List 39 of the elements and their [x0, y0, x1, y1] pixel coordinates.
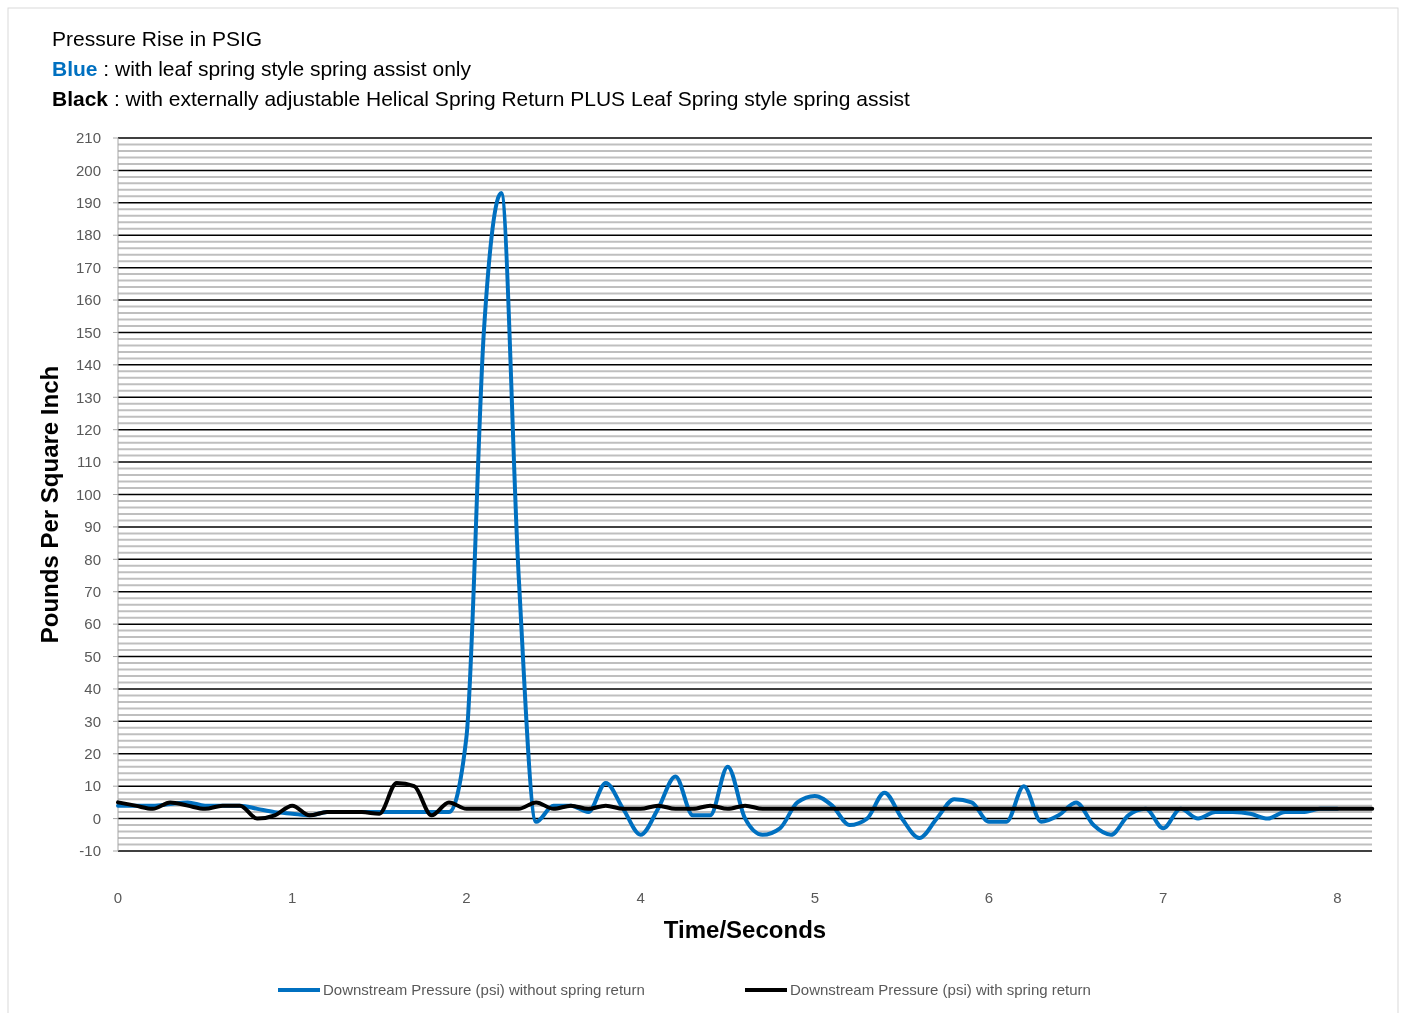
- y-tick-label: 170: [75, 258, 101, 276]
- y-tick-label: 190: [75, 194, 101, 212]
- x-tick-label: 5: [810, 889, 819, 906]
- x-tick-label: 0: [113, 889, 123, 906]
- y-tick-label: 60: [84, 615, 101, 633]
- text: Blue : with leaf spring style spring assist only: [52, 57, 472, 80]
- chart-title: Pressure Rise in PSIG: [52, 27, 263, 50]
- y-tick-label: 0: [92, 809, 101, 827]
- y-tick-label: 70: [84, 582, 101, 600]
- legend-label: Downstream Pressure (psi) with spring return: [790, 981, 1091, 999]
- y-tick-label: 210: [75, 129, 101, 147]
- x-tick-label: 4: [636, 889, 645, 906]
- y-tick-label: 140: [75, 356, 101, 374]
- y-tick-label: 50: [84, 647, 101, 665]
- y-tick-label: 40: [84, 680, 101, 698]
- y-tick-label: 180: [75, 226, 101, 244]
- y-tick-label: 160: [75, 291, 101, 309]
- x-tick-label: 7: [1159, 889, 1168, 906]
- y-tick-label: 90: [84, 518, 101, 536]
- y-tick-label: 10: [84, 777, 101, 795]
- line-series: [116, 780, 1375, 821]
- x-tick-label: 8: [1333, 889, 1342, 906]
- x-tick-label: 1: [288, 889, 297, 906]
- y-tick-label: 110: [77, 453, 101, 471]
- x-tick-label: 6: [984, 889, 994, 906]
- y-tick-label: 20: [84, 745, 101, 763]
- y-tick-label: 150: [75, 323, 101, 341]
- y-tick-label: -10: [79, 842, 101, 860]
- legend-label: Downstream Pressure (psi) without spring return: [323, 981, 645, 999]
- y-axis-title: Pounds Per Square Inch: [36, 365, 63, 644]
- y-tick-label: 130: [75, 388, 101, 406]
- y-tick-label: 30: [84, 712, 101, 730]
- y-tick-label: 80: [84, 550, 101, 568]
- y-tick-label: 100: [75, 485, 101, 503]
- x-axis-title: Time/Seconds: [663, 916, 827, 943]
- x-tick-label: 2: [462, 889, 471, 906]
- y-tick-label: 200: [75, 161, 101, 179]
- y-tick-label: 120: [75, 420, 101, 438]
- text: Black : with externally adjustable Helical Spring Return PLUS Leaf Spring style spring assist: [52, 87, 911, 110]
